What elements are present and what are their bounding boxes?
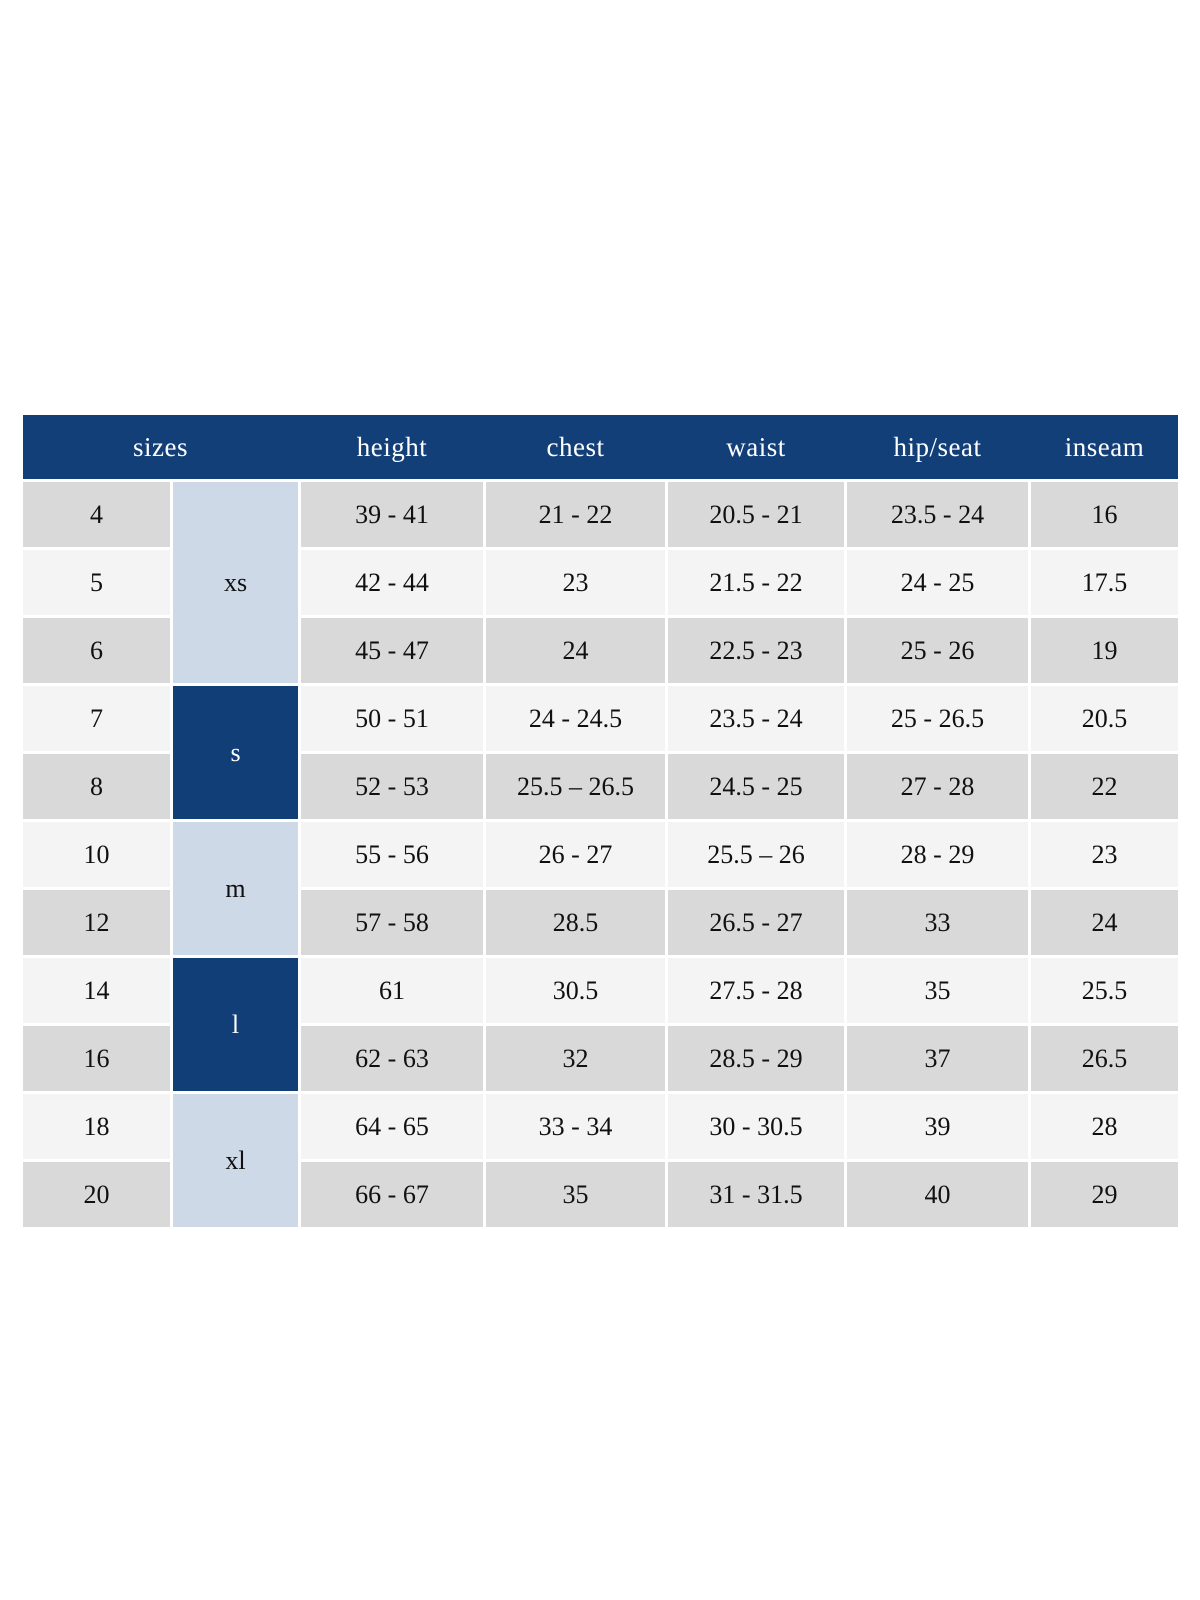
- header-hip-seat: hip/seat: [893, 431, 982, 462]
- chest-cell: 24 - 24.5: [486, 686, 665, 751]
- waist-cell: 28.5 - 29: [668, 1026, 844, 1091]
- hip-seat-cell: 40: [847, 1162, 1028, 1227]
- height-cell: 55 - 56: [301, 822, 483, 887]
- height-cell: 52 - 53: [301, 754, 483, 819]
- waist-cell: 26.5 - 27: [668, 890, 844, 955]
- inseam-cell: 24: [1031, 890, 1178, 955]
- height-cell: 39 - 41: [301, 482, 483, 547]
- table-header-row: sizes height chest waist hip/seat inseam: [23, 415, 1178, 479]
- chest-cell: 21 - 22: [486, 482, 665, 547]
- size-cell: 10: [23, 822, 170, 887]
- chest-cell: 32: [486, 1026, 665, 1091]
- size-chart-table: sizes height chest waist hip/seat inseam…: [23, 415, 1178, 1227]
- size-cell: 12: [23, 890, 170, 955]
- hip-seat-cell: 23.5 - 24: [847, 482, 1028, 547]
- header-sizes: sizes: [133, 431, 188, 462]
- hip-seat-cell: 35: [847, 958, 1028, 1023]
- chest-cell: 35: [486, 1162, 665, 1227]
- waist-cell: 24.5 - 25: [668, 754, 844, 819]
- hip-seat-cell: 25 - 26: [847, 618, 1028, 683]
- chest-cell: 23: [486, 550, 665, 615]
- chest-cell: 24: [486, 618, 665, 683]
- size-cell: 16: [23, 1026, 170, 1091]
- height-cell: 50 - 51: [301, 686, 483, 751]
- height-cell: 57 - 58: [301, 890, 483, 955]
- inseam-cell: 26.5: [1031, 1026, 1178, 1091]
- size-group-s: s: [173, 686, 298, 819]
- inseam-cell: 28: [1031, 1094, 1178, 1159]
- size-cell: 20: [23, 1162, 170, 1227]
- chest-cell: 25.5 – 26.5: [486, 754, 665, 819]
- height-cell: 66 - 67: [301, 1162, 483, 1227]
- header-chest: chest: [546, 431, 605, 462]
- hip-seat-cell: 27 - 28: [847, 754, 1028, 819]
- inseam-cell: 19: [1031, 618, 1178, 683]
- size-group-m: m: [173, 822, 298, 955]
- size-group-l: l: [173, 958, 298, 1091]
- waist-cell: 25.5 – 26: [668, 822, 844, 887]
- header-inseam: inseam: [1064, 431, 1145, 462]
- size-cell: 4: [23, 482, 170, 547]
- hip-seat-cell: 37: [847, 1026, 1028, 1091]
- size-cell: 14: [23, 958, 170, 1023]
- size-cell: 5: [23, 550, 170, 615]
- inseam-cell: 22: [1031, 754, 1178, 819]
- waist-cell: 30 - 30.5: [668, 1094, 844, 1159]
- waist-cell: 31 - 31.5: [668, 1162, 844, 1227]
- size-group-xl: xl: [173, 1094, 298, 1227]
- inseam-cell: 25.5: [1031, 958, 1178, 1023]
- height-cell: 64 - 65: [301, 1094, 483, 1159]
- header-waist: waist: [726, 431, 786, 462]
- size-group-xs: xs: [173, 482, 298, 683]
- size-cell: 18: [23, 1094, 170, 1159]
- waist-cell: 20.5 - 21: [668, 482, 844, 547]
- header-height: height: [356, 431, 428, 462]
- size-cell: 6: [23, 618, 170, 683]
- chest-cell: 30.5: [486, 958, 665, 1023]
- height-cell: 61: [301, 958, 483, 1023]
- height-cell: 42 - 44: [301, 550, 483, 615]
- waist-cell: 23.5 - 24: [668, 686, 844, 751]
- chest-cell: 26 - 27: [486, 822, 665, 887]
- inseam-cell: 17.5: [1031, 550, 1178, 615]
- inseam-cell: 23: [1031, 822, 1178, 887]
- hip-seat-cell: 25 - 26.5: [847, 686, 1028, 751]
- hip-seat-cell: 24 - 25: [847, 550, 1028, 615]
- table-body: 4 xs 39 - 41 21 - 22 20.5 - 21 23.5 - 24…: [23, 482, 1178, 1227]
- waist-cell: 22.5 - 23: [668, 618, 844, 683]
- height-cell: 62 - 63: [301, 1026, 483, 1091]
- hip-seat-cell: 28 - 29: [847, 822, 1028, 887]
- waist-cell: 27.5 - 28: [668, 958, 844, 1023]
- hip-seat-cell: 33: [847, 890, 1028, 955]
- chest-cell: 28.5: [486, 890, 665, 955]
- inseam-cell: 20.5: [1031, 686, 1178, 751]
- inseam-cell: 29: [1031, 1162, 1178, 1227]
- chest-cell: 33 - 34: [486, 1094, 665, 1159]
- hip-seat-cell: 39: [847, 1094, 1028, 1159]
- size-cell: 7: [23, 686, 170, 751]
- inseam-cell: 16: [1031, 482, 1178, 547]
- height-cell: 45 - 47: [301, 618, 483, 683]
- waist-cell: 21.5 - 22: [668, 550, 844, 615]
- size-cell: 8: [23, 754, 170, 819]
